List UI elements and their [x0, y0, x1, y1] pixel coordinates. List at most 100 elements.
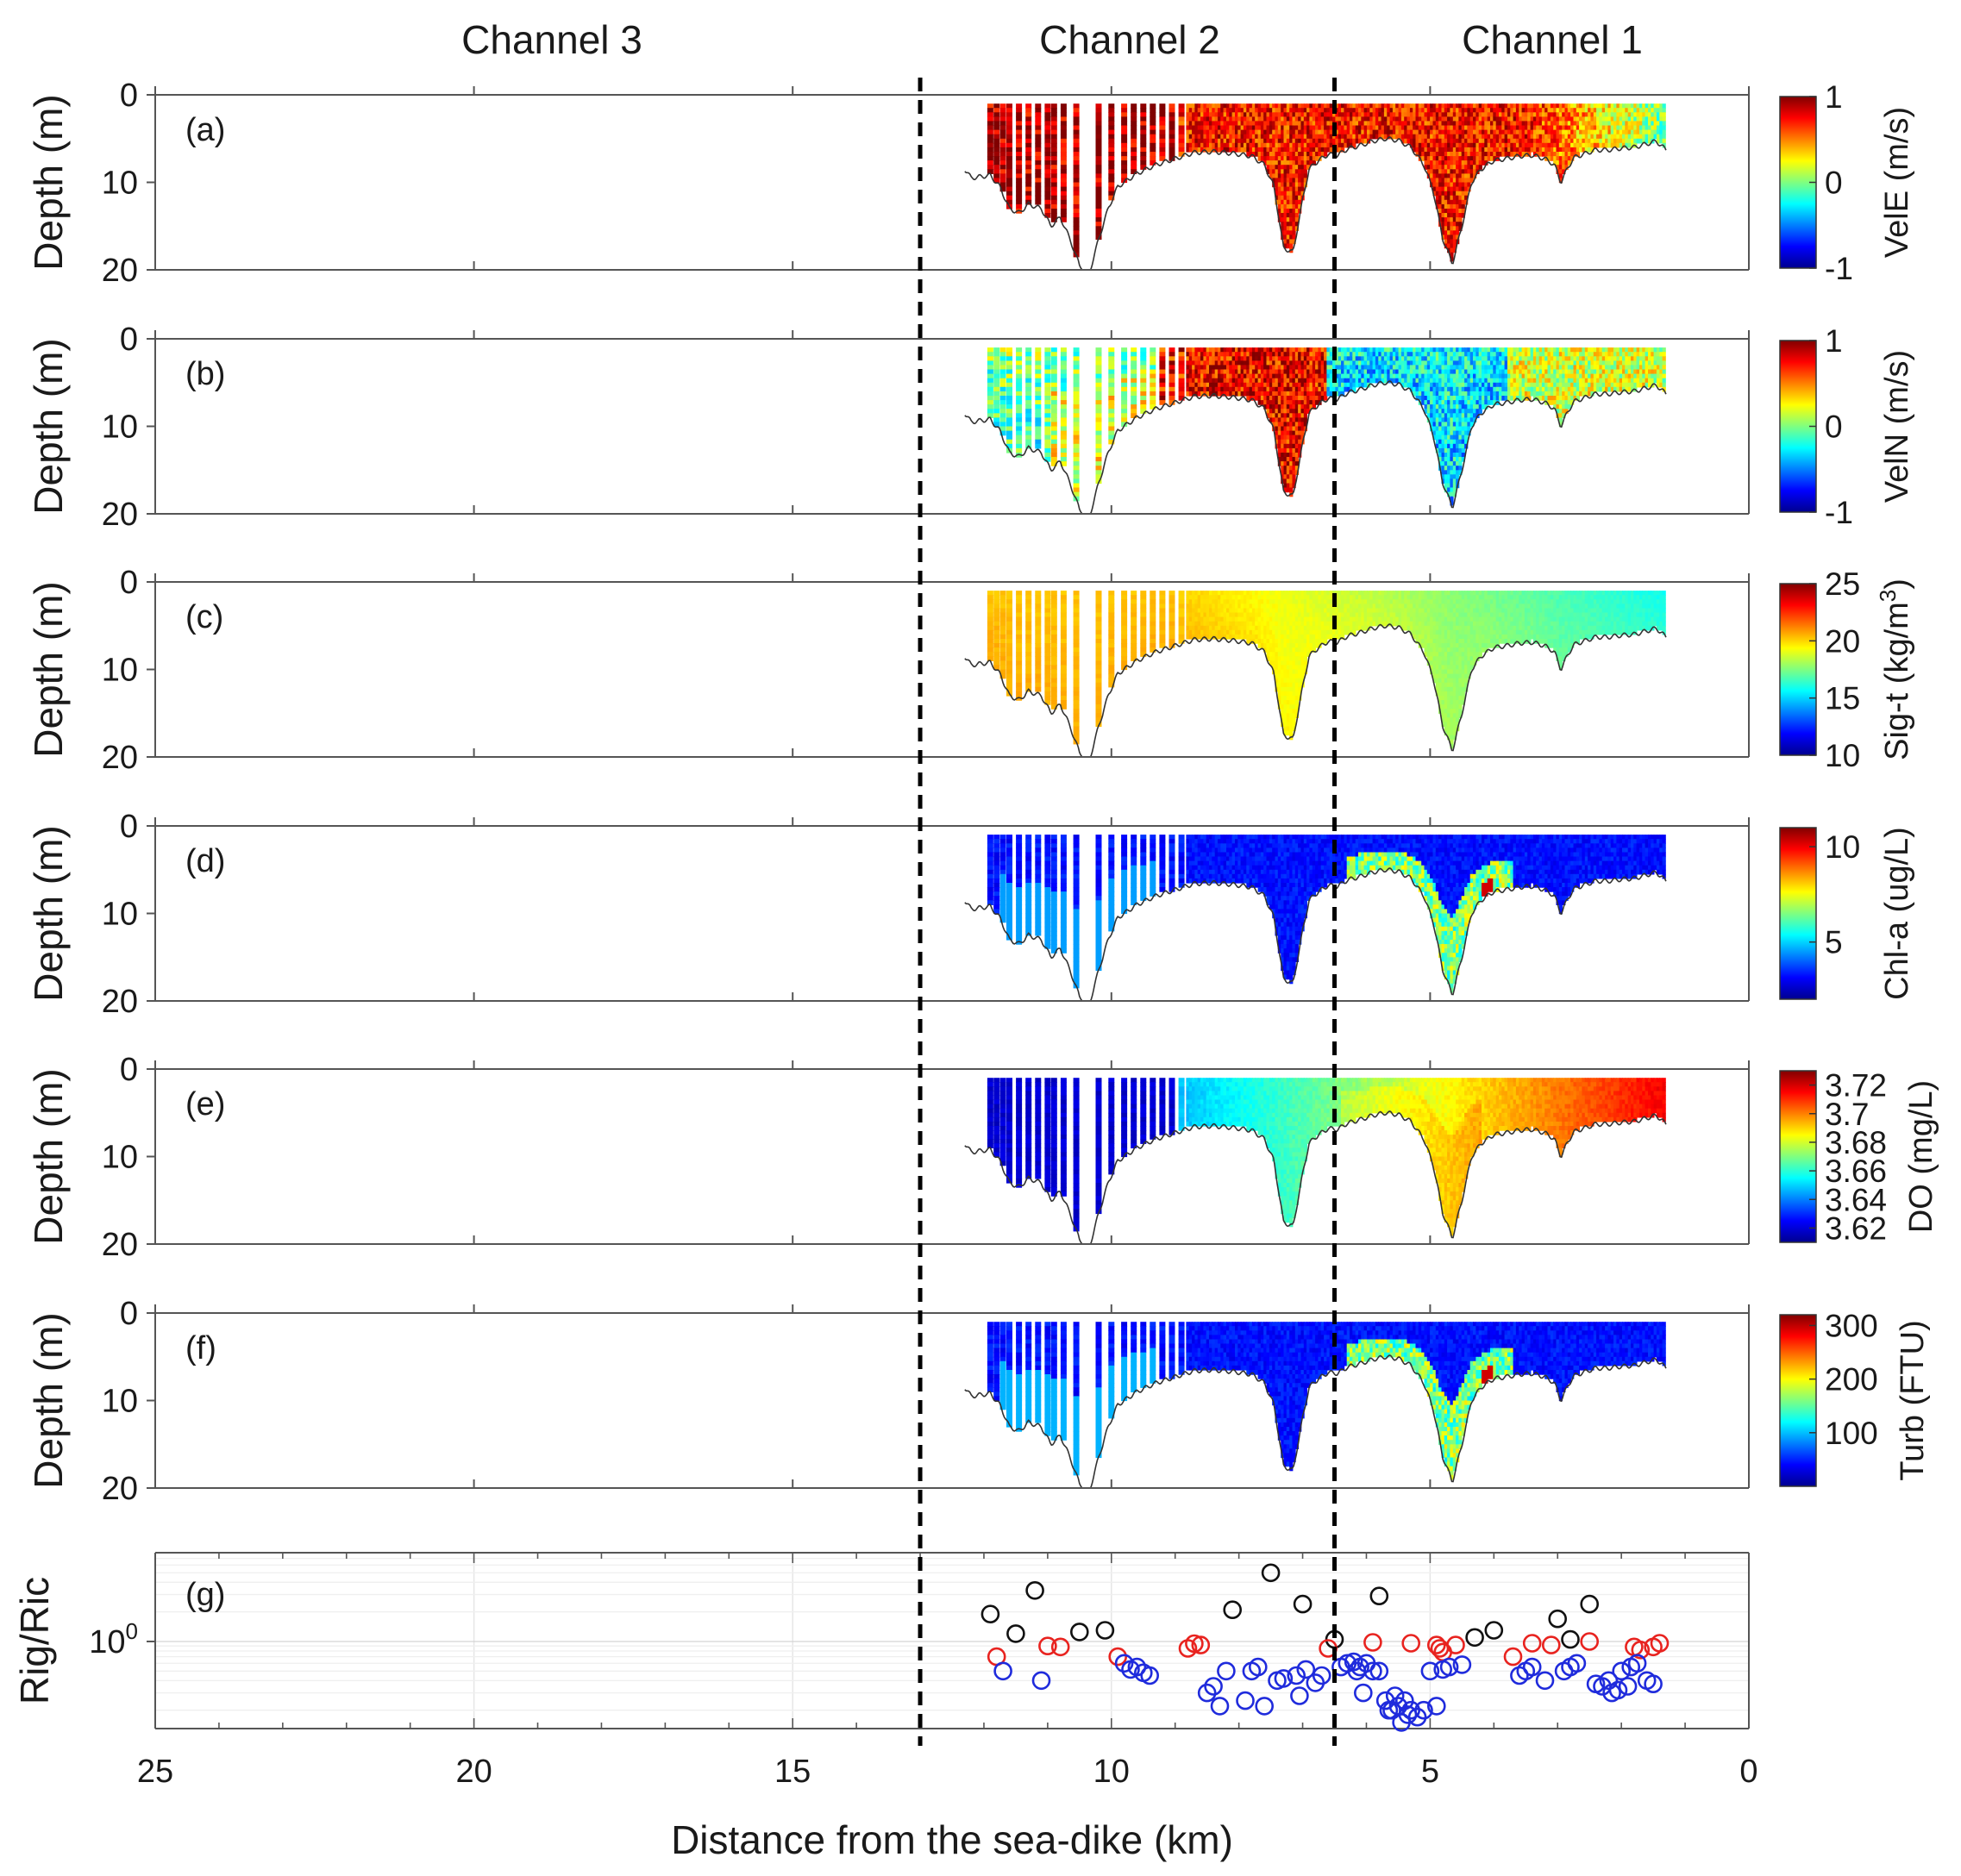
profile-cell: [1398, 352, 1402, 357]
profile-cell: [1223, 103, 1227, 109]
profile-cell: [1464, 103, 1469, 109]
profile-cell: [1421, 352, 1425, 357]
profile-cell: [1369, 134, 1374, 140]
profile-cell: [1246, 134, 1250, 140]
profile-cell: [1404, 360, 1408, 366]
profile-cell: [1444, 134, 1448, 140]
profile-cell: [1121, 378, 1128, 384]
profile-cell: [1016, 365, 1023, 371]
profile-cell: [1432, 182, 1437, 188]
profile-cell: [993, 352, 1000, 357]
profile-cell: [1464, 152, 1469, 157]
profile-cell: [1283, 222, 1287, 227]
profile-cell: [1168, 129, 1175, 135]
profile-cell: [1444, 239, 1448, 245]
profile-cell: [1605, 125, 1609, 131]
profile-cell: [1447, 483, 1451, 489]
profile-cell: [1461, 129, 1465, 135]
profile-cell: [1016, 356, 1023, 361]
profile-cell: [1444, 404, 1448, 410]
profile-cell: [1260, 142, 1265, 148]
profile-cell: [1298, 413, 1302, 418]
profile-cell: [1464, 404, 1469, 410]
profile-cell: [1335, 378, 1339, 384]
profile-cell: [1240, 134, 1244, 140]
profile-cell: [1519, 347, 1523, 353]
profile-cell: [1490, 125, 1494, 131]
profile-cell: [1413, 129, 1417, 135]
profile-cell: [1281, 173, 1285, 179]
profile-cell: [1513, 108, 1517, 113]
profile-cell: [1303, 356, 1307, 361]
profile-cell: [1338, 382, 1342, 388]
profile-cell: [1303, 373, 1307, 379]
profile-cell: [1223, 386, 1227, 392]
profile-cell: [1257, 369, 1262, 375]
profile-cell: [987, 409, 993, 414]
profile-cell: [1447, 156, 1451, 161]
profile-cell: [1452, 457, 1457, 462]
profile-cell: [1286, 478, 1290, 485]
profile-cell: [1475, 396, 1480, 401]
profile-cell: [1266, 116, 1270, 122]
profile-cell: [1438, 165, 1443, 170]
profile-cell: [1469, 373, 1474, 379]
profile-cell: [1639, 129, 1644, 135]
profile-cell: [1435, 103, 1439, 109]
profile-cell: [1315, 152, 1319, 157]
profile-cell: [1212, 112, 1216, 117]
profile-cell: [1050, 173, 1057, 179]
profile-cell: [1249, 138, 1253, 144]
profile-cell: [1469, 129, 1474, 135]
profile-cell: [1441, 400, 1445, 405]
profile-cell: [1286, 378, 1290, 384]
profile-cell: [1131, 373, 1137, 379]
profile-cell: [1438, 360, 1443, 366]
profile-cell: [1203, 369, 1207, 375]
profile-cell: [1524, 386, 1529, 392]
profile-cell: [1044, 116, 1051, 122]
profile-cell: [1527, 125, 1532, 131]
profile-cell: [1450, 461, 1454, 466]
profile-cell: [1306, 360, 1311, 366]
profile-cell: [1025, 186, 1032, 192]
profile-cell: [1484, 365, 1488, 371]
profile-cell: [1490, 121, 1494, 127]
profile-cell: [1653, 116, 1657, 122]
profile-cell: [1272, 352, 1276, 357]
profile-cell: [1283, 474, 1287, 479]
profile-cell: [1556, 103, 1560, 109]
profile-cell: [1507, 116, 1512, 122]
profile-cell: [1255, 147, 1259, 153]
profile-cell: [1424, 121, 1428, 127]
profile-cell: [1610, 129, 1614, 135]
profile-cell: [1458, 396, 1463, 401]
profile-cell: [1456, 116, 1460, 122]
profile-cell: [1346, 356, 1350, 361]
profile-cell: [1286, 365, 1290, 371]
profile-cell: [1344, 360, 1348, 366]
profile-cell: [1209, 129, 1213, 135]
profile-cell: [1073, 209, 1080, 214]
profile-cell: [1430, 356, 1434, 361]
profile-cell: [1458, 160, 1463, 166]
profile-cell: [1544, 121, 1549, 127]
profile-cell: [1044, 125, 1051, 131]
profile-cell: [1121, 134, 1128, 140]
profile-cell: [1289, 447, 1294, 453]
profile-cell: [1275, 116, 1279, 122]
profile-cell: [1570, 147, 1575, 153]
profile-cell: [1447, 426, 1451, 432]
profile-cell: [1432, 409, 1437, 414]
profile-cell: [1338, 365, 1342, 371]
profile-cell: [1389, 129, 1394, 135]
profile-cell: [1243, 134, 1248, 140]
profile-cell: [1286, 116, 1290, 122]
profile-cell: [1389, 103, 1394, 109]
profile-cell: [1283, 112, 1287, 117]
profile-cell: [1035, 160, 1042, 166]
profile-cell: [1016, 169, 1023, 174]
profile-cell: [1214, 103, 1219, 109]
profile-cell: [1131, 386, 1137, 392]
profile-cell: [1458, 413, 1463, 418]
